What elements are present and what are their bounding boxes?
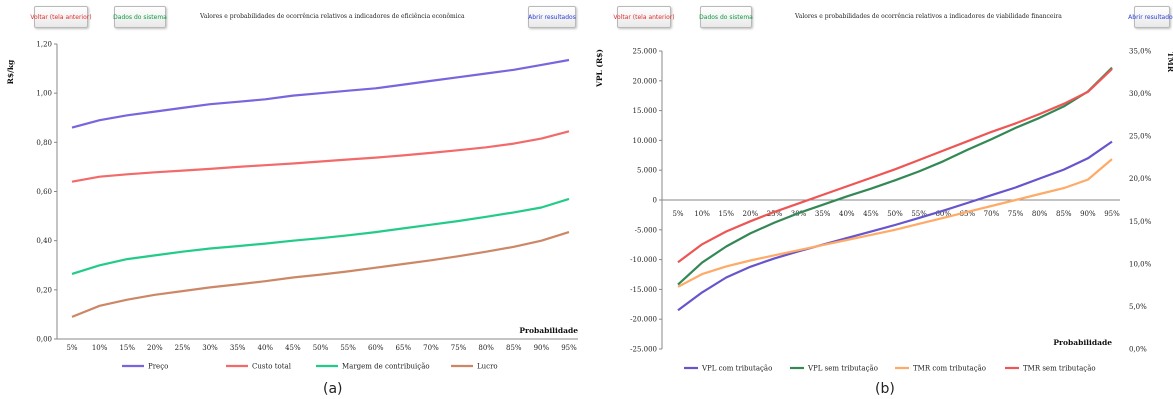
legend-label: Custo total [252,363,292,371]
y-tick-label: 5.000 [637,167,657,175]
back-button[interactable]: Voltar (tela anterior) [613,6,675,28]
x-tick-label: 95% [1104,210,1120,218]
series-line-2 [71,197,570,275]
x-tick-label: 35% [815,210,831,218]
y-tick-label: 0,40 [36,237,52,245]
x-tick-label: 60% [368,344,384,352]
series-line-3 [71,231,570,318]
x-tick-label: 90% [534,344,550,352]
y-right-tick-label: 10,0% [1129,260,1152,268]
x-tick-label: 35% [230,344,246,352]
x-tick-label: 80% [1032,210,1048,218]
back-button[interactable]: Voltar (tela anterior) [30,6,92,28]
x-tick-label: 5% [672,210,683,218]
y-right-tick-label: 20,0% [1129,175,1152,183]
legend-label: Preço [148,363,168,371]
open-results-button[interactable]: Abrir resultados [528,6,576,28]
caption-a: (a) [323,381,343,397]
series-line-2 [677,158,1113,288]
x-tick-label: 15% [718,210,734,218]
legend-label: TMR sem tributação [1023,365,1096,373]
x-tick-label: 50% [887,210,903,218]
series-line-0 [71,58,570,129]
legend-label: VPL sem tributação [807,365,878,373]
series-line-3 [677,68,1113,264]
series-line-0 [677,140,1113,312]
x-tick-label: 25% [767,210,783,218]
x-tick-label: 55% [340,344,356,352]
y-tick-label: 0,00 [36,336,52,344]
panel-a: Voltar (tela anterior) Dados do sistema … [0,0,590,397]
x-tick-label: 60% [935,210,951,218]
y-tick-label: 10.000 [633,137,658,145]
x-tick-label: 75% [451,344,467,352]
y-tick-label: 0,20 [36,286,52,294]
y-right-tick-label: 35,0% [1129,48,1152,56]
x-tick-label: 15% [119,344,135,352]
x-tick-label: 70% [984,210,1000,218]
y-tick-label: 0 [653,197,657,205]
x-tick-label: 45% [863,210,879,218]
y-tick-label: 25.000 [633,48,658,56]
x-tick-label: 85% [1056,210,1072,218]
x-tick-label: 50% [313,344,329,352]
y-axis-right-label: TMR [1166,52,1173,73]
x-tick-label: 5% [66,344,77,352]
y-tick-label: 1,20 [36,41,52,49]
chart-title: Valores e probabilidades de ocorrência r… [795,13,1062,20]
x-tick-label: 80% [478,344,494,352]
legend-label: Margem de contribuição [342,363,430,371]
y-tick-label: 20.000 [633,77,658,85]
y-right-tick-label: 0,0% [1129,346,1147,354]
x-tick-label: 10% [92,344,108,352]
legend-label: Lucro [477,363,498,371]
legend-label: VPL com tributação [701,365,772,373]
x-tick-label: 95% [561,344,577,352]
y-tick-label: 0,60 [36,188,52,196]
x-tick-label: 40% [839,210,855,218]
y-tick-label: 0,80 [36,139,52,147]
open-results-button[interactable]: Abrir resultados [1128,6,1173,28]
caption-b: (b) [875,381,895,397]
chart-a: 0,00 0,20 0,40 0,60 0,80 1,00 1,20 5% 10% 15% 20% 2… [6,41,578,371]
legend-label: TMR com tributação [913,365,986,373]
y-tick-label: -20.000 [630,316,657,324]
series-line-1 [71,130,570,183]
y-right-tick-label: 5,0% [1129,303,1147,311]
chart-b: -25.000 -20.000 -15.000 -10.000 -5.000 0 5.000… [595,48,1173,373]
x-tick-label: 65% [396,344,412,352]
y-tick-label: -10.000 [630,256,657,264]
y-tick-label: 15.000 [633,107,658,115]
y-tick-label: -5.000 [635,226,657,234]
y-right-tick-label: 30,0% [1129,90,1152,98]
x-tick-label: 30% [202,344,218,352]
x-tick-label: 70% [423,344,439,352]
x-tick-label: 10% [694,210,710,218]
y-tick-label: -25.000 [630,346,657,354]
x-axis-label: Probabilidade [519,326,578,335]
x-tick-label: 45% [285,344,301,352]
x-axis-label: Probabilidade [1053,338,1112,347]
x-tick-label: 20% [147,344,163,352]
x-tick-label: 40% [257,344,273,352]
x-tick-label: 75% [1008,210,1024,218]
x-tick-label: 20% [743,210,759,218]
x-tick-label: 25% [175,344,191,352]
x-tick-label: 85% [506,344,522,352]
y-right-tick-label: 25,0% [1129,133,1152,141]
y-axis-label: VPL (R$) [595,49,604,88]
y-tick-label: 1,00 [36,90,52,98]
series-line-1 [677,66,1113,286]
system-data-button[interactable]: Dados do sistema [699,6,753,28]
panel-b: Voltar (tela anterior) Dados do sistema … [590,0,1173,397]
y-tick-label: -15.000 [630,286,657,294]
y-right-tick-label: 15,0% [1129,218,1152,226]
x-tick-label: 55% [911,210,927,218]
x-tick-label: 90% [1080,210,1096,218]
y-axis-label: R$/kg [6,59,15,84]
system-data-button[interactable]: Dados do sistema [113,6,167,28]
chart-title: Valores e probabilidades de ocorrência r… [200,13,465,20]
x-tick-label: 65% [960,210,976,218]
